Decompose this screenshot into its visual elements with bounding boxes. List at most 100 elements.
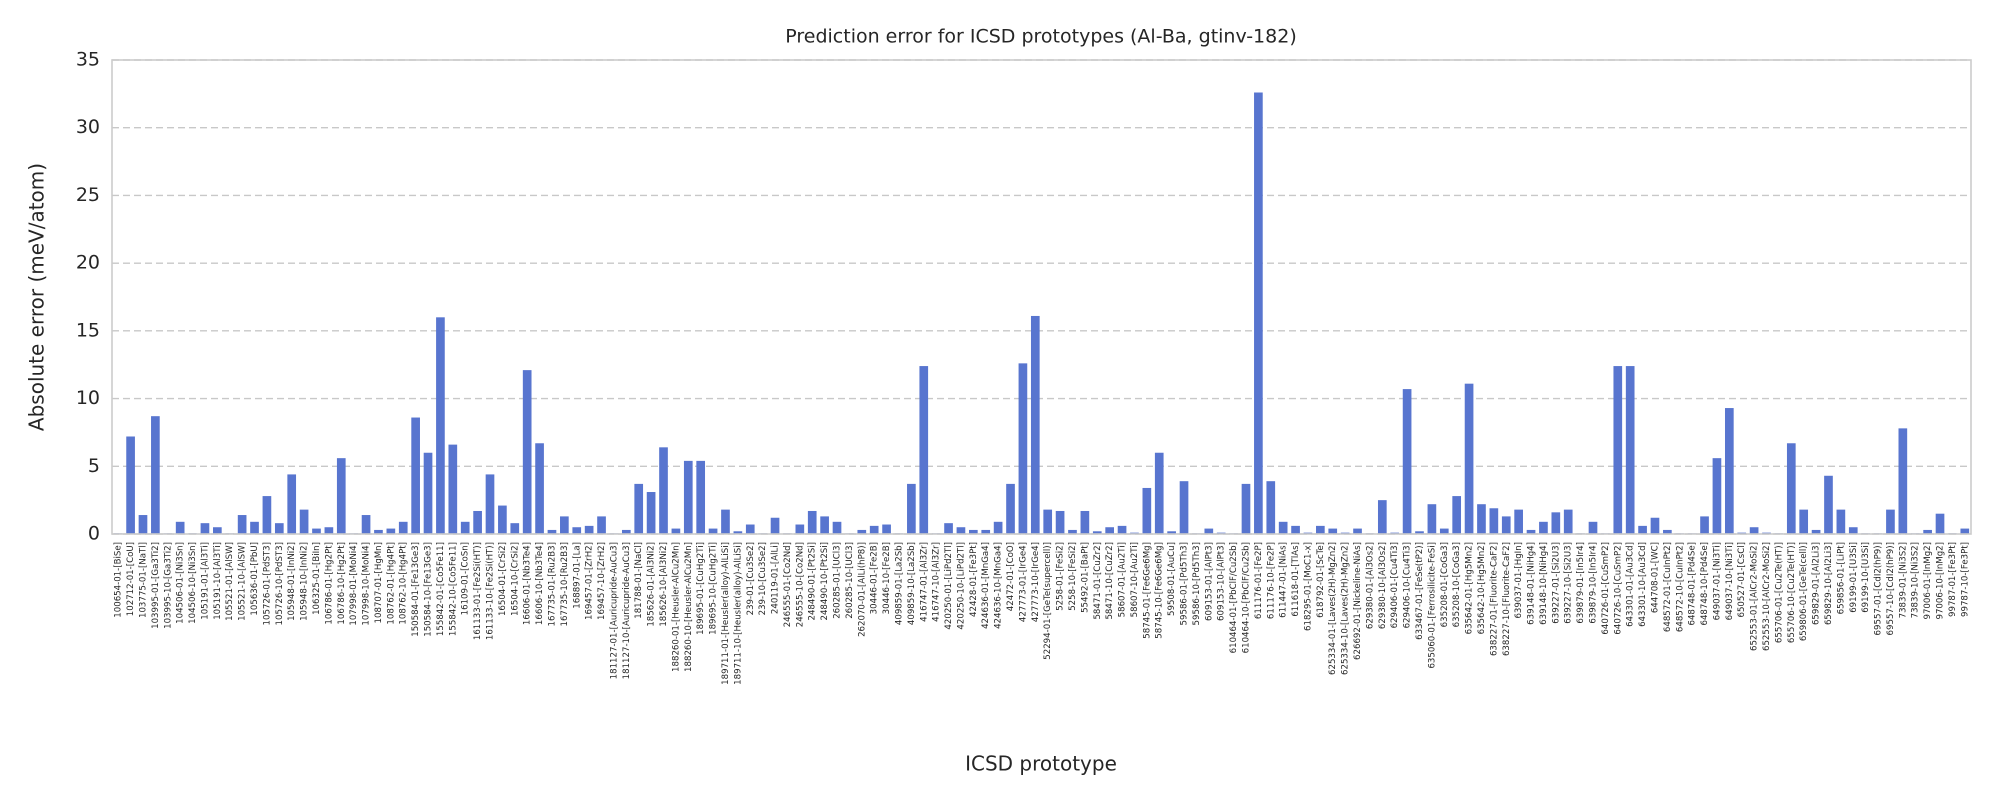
bar [262, 496, 272, 534]
x-tick-label: 169457-01-[ZrH2] [585, 542, 595, 620]
y-tick-label: 15 [76, 319, 100, 341]
y-tick-label: 30 [76, 116, 100, 138]
bar [671, 528, 681, 534]
x-tick-label: 103995-01-[Ga3Ti2] [151, 542, 161, 629]
x-tick-label: 189711-10-[Heusler(alloy)-AlLiSi] [733, 542, 743, 685]
y-tick-label: 25 [76, 184, 100, 206]
x-tick-label: 58607-01-[Au2Ti] [1118, 542, 1128, 617]
x-tick-label: 643301-01-[Au3Cd] [1626, 542, 1636, 627]
x-tick-label: 105191-10-[Al3Ti] [213, 542, 223, 620]
bar [1786, 443, 1796, 534]
bar [1068, 529, 1077, 534]
bar [1526, 529, 1536, 534]
plot-frame [111, 59, 1972, 535]
bar [200, 523, 210, 534]
x-tick-label: 99787-01-[Fe3Pt] [1948, 542, 1958, 617]
x-tick-label: 52294-01-[GeTe(supercell)] [1043, 542, 1053, 660]
x-tick-label: 248490-01-[Pt2Si] [808, 542, 818, 621]
x-tick-label: 625334-01-[Laves(2H)-MgZn2] [1328, 542, 1338, 675]
bar [1588, 521, 1598, 534]
bar [213, 527, 222, 534]
x-tick-label: 5258-01-[FeSi2] [1056, 542, 1066, 611]
x-tick-label: 69199-01-[U3Si] [1849, 542, 1859, 613]
bar [869, 525, 879, 534]
x-tick-label: 655706-01-[Cu2Te(HT)] [1774, 542, 1784, 643]
bar [1278, 521, 1288, 534]
x-tick-label: 69199-10-[U3Si] [1861, 542, 1871, 613]
x-tick-label: 639037-01-[HgIn] [1514, 542, 1524, 619]
x-tick-label: 427773-10-[IrGe4] [1031, 542, 1041, 622]
x-tick-label: 610464-01-[PbClF/Cu2Sb] [1229, 542, 1239, 653]
x-tick-label: 611176-10-[Fe2P] [1266, 542, 1276, 619]
x-tick-label: 105521-10-[AlSW] [238, 542, 248, 621]
bar [1142, 487, 1152, 534]
bar [1179, 481, 1189, 534]
x-tick-label: 652553-01-[AlCr2-MoSi2] [1750, 542, 1760, 651]
bar [572, 527, 582, 534]
x-tick-label: 181127-10-[Auricupride-AuCu3] [622, 542, 632, 679]
bar [1254, 92, 1263, 534]
bar [1799, 509, 1809, 534]
x-tick-label: 106786-10-[Hg2Pt] [337, 542, 347, 625]
x-tick-label: 73839-01-[Ni3S2] [1898, 542, 1908, 618]
bar [436, 317, 445, 534]
x-tick-label: 58471-10-[CuZr2] [1105, 542, 1115, 620]
x-tick-label: 16504-10-[CrSi2] [510, 542, 520, 616]
bar [460, 521, 470, 534]
x-tick-label: 59586-01-[Pd5Th3] [1180, 542, 1190, 625]
x-tick-label: 260285-10-[UCl3] [845, 542, 855, 619]
bar [448, 444, 458, 534]
bar [721, 509, 730, 534]
bar [832, 521, 842, 534]
x-tick-label: 167735-10-[Ru2B3] [560, 542, 570, 627]
x-tick-label: 420250-01-[LiPd2Tl] [944, 542, 954, 630]
x-tick-label: 629380-10-[Al3Os2] [1378, 542, 1388, 629]
bar [1006, 483, 1015, 534]
x-tick-label: 105948-01-[InNi2] [287, 542, 297, 621]
x-tick-label: 168897-01-[La] [572, 542, 582, 609]
x-axis-title: ICSD prototype [965, 752, 1117, 776]
y-tick-label: 20 [76, 252, 100, 274]
x-tick-label: 103775-01-[NaTl] [138, 542, 148, 618]
x-tick-label: 102712-01-[CoU] [126, 542, 136, 616]
bar [956, 527, 966, 534]
x-tick-label: 105726-01-[PdST3] [262, 542, 272, 625]
bar [547, 529, 557, 534]
bar [1886, 509, 1895, 534]
bar [138, 515, 148, 534]
bar [1328, 528, 1338, 534]
x-tick-label: 640726-10-[CuSmP2] [1613, 542, 1623, 635]
bar [1402, 389, 1412, 534]
x-tick-label: 105191-01-[Al3Ti] [200, 542, 210, 620]
bar [1316, 525, 1325, 534]
x-tick-label: 246555-10-[Co2Nd] [795, 542, 805, 627]
bar [1514, 509, 1523, 534]
x-tick-label: 150584-01-[Fe13Ge3] [411, 542, 421, 637]
bar [1501, 516, 1511, 534]
bar [1563, 509, 1573, 534]
bar [1055, 510, 1065, 534]
x-tick-label: 239-01-[Cu3Se2] [746, 542, 756, 615]
x-tick-label: 58471-01-[CuZr2] [1093, 542, 1103, 620]
x-tick-label: 189711-01-[Heusler(alloy)-AlLiSi] [721, 542, 731, 685]
y-tick-label: 35 [76, 49, 100, 71]
x-tick-label: 105948-10-[InNi2] [300, 542, 310, 621]
x-tick-label: 100654-01-[BiSe] [114, 542, 124, 618]
x-tick-label: 649037-01-[Ni3Ti] [1712, 542, 1722, 620]
x-tick-label: 648748-01-[Pd4Se] [1688, 542, 1698, 626]
x-tick-label: 69557-01-[CdI2(hP9)] [1874, 542, 1884, 635]
x-tick-label: 650527-01-[CsCl] [1737, 542, 1747, 618]
x-tick-label: 188260-10-[Heusler-AlCu2Mn] [684, 542, 694, 672]
x-tick-label: 55492-01-[BaPt] [1080, 542, 1090, 613]
chart-title: Prediction error for ICSD prototypes (Al… [785, 26, 1297, 48]
x-tick-label: 644708-01-[WC] [1650, 542, 1660, 613]
x-tick-label: 659856-01-[LiPt] [1836, 542, 1846, 614]
bar [1539, 521, 1548, 534]
x-tick-label: 188260-01-[Heusler-AlCu2Mn] [671, 542, 681, 672]
bar [1117, 525, 1127, 534]
bar [535, 443, 544, 534]
x-tick-label: 611447-01-[NiAs] [1279, 542, 1289, 618]
x-tick-label: 69557-10-[CdI2(hP9)] [1886, 542, 1896, 635]
bar [498, 505, 507, 534]
